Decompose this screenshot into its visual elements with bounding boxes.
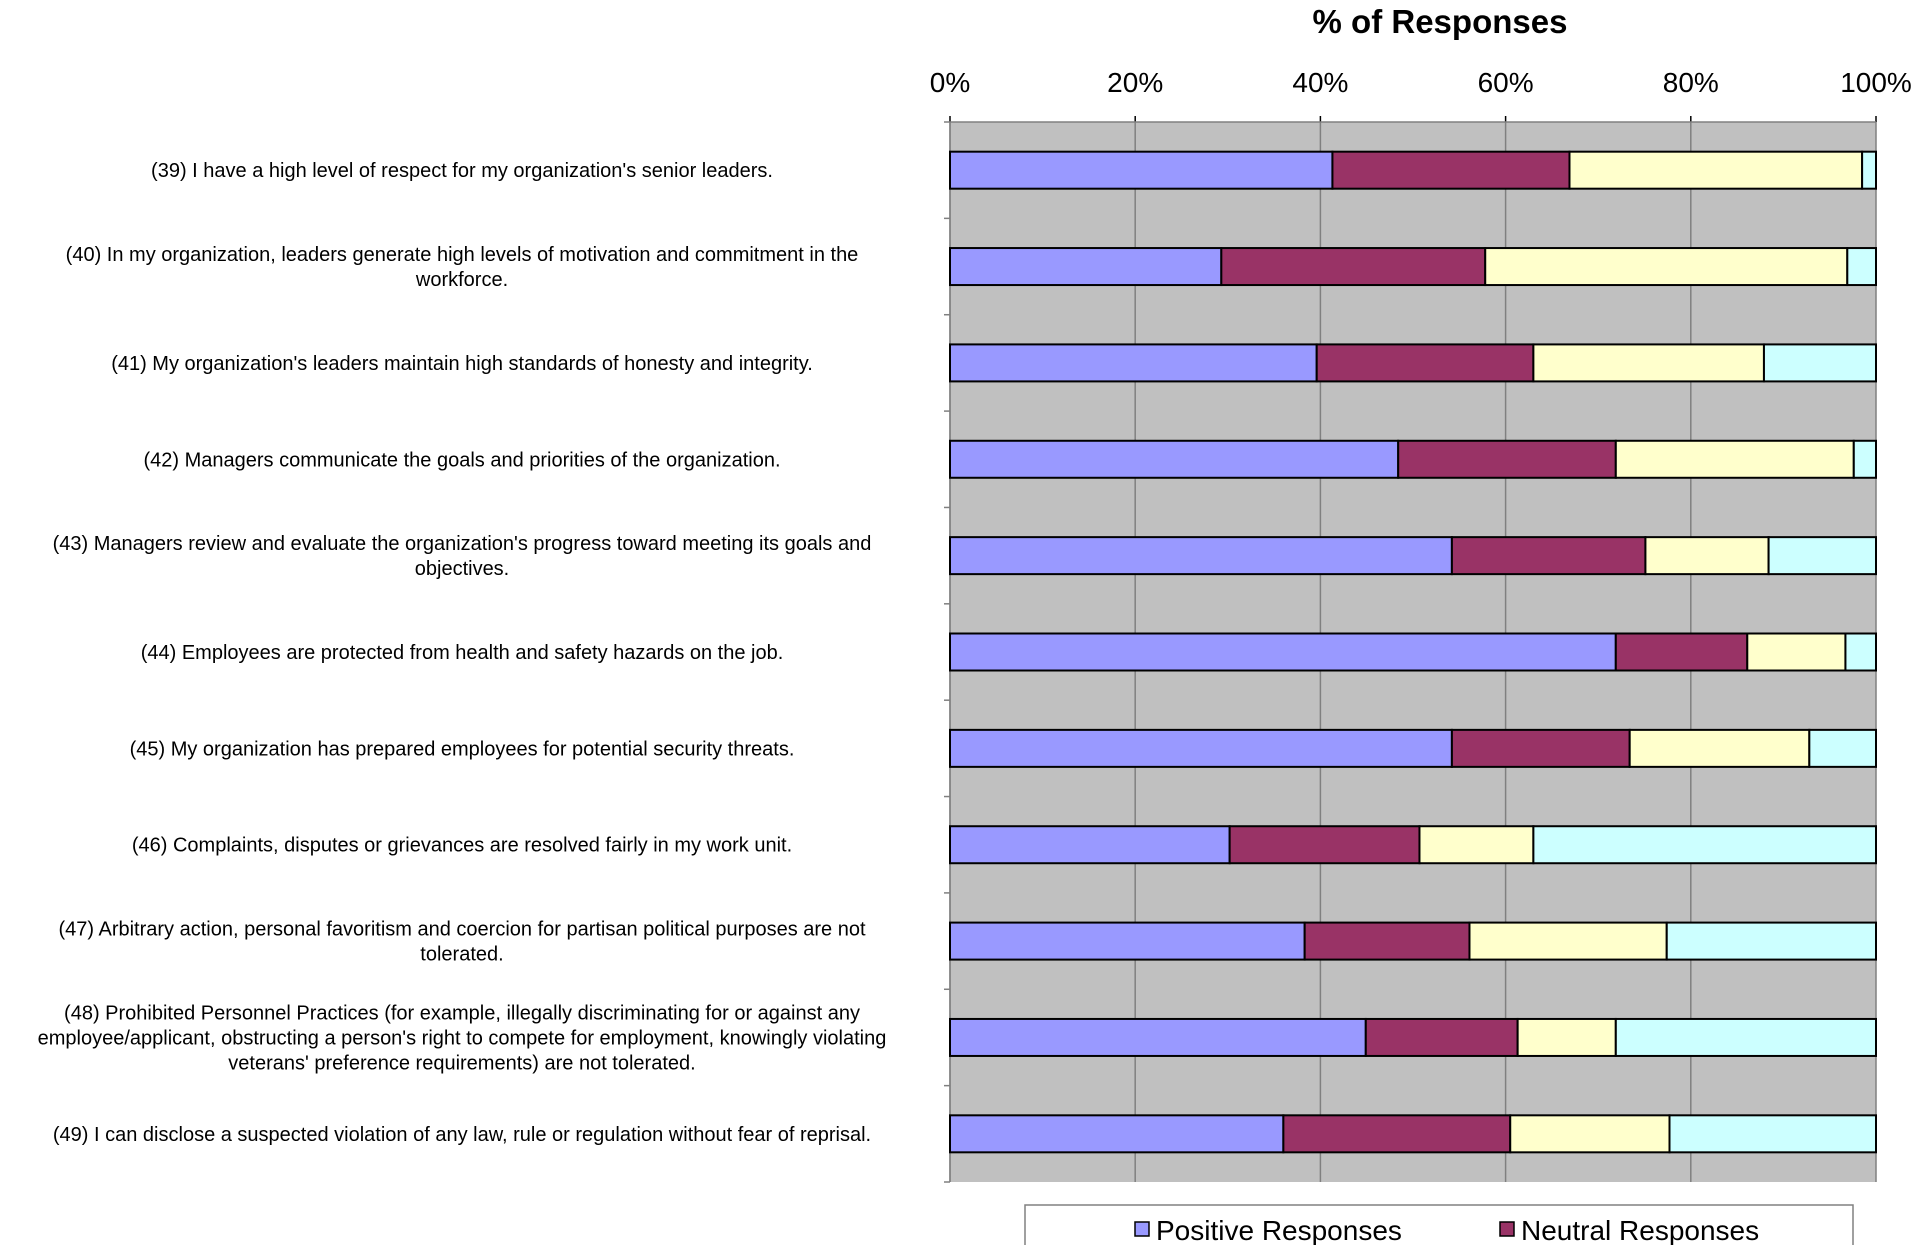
bar-segment [950,1019,1366,1056]
bar-segment [1230,826,1420,863]
chart-title: % of Responses [1313,3,1568,40]
category-label: (40) In my organization, leaders generat… [66,244,859,291]
legend-swatch [1135,1222,1149,1236]
bar-segment [950,1115,1283,1152]
bar-segment [1398,441,1616,478]
legend-label: Positive Responses [1156,1215,1402,1245]
bar-segment [950,441,1398,478]
category-label-line: (45) My organization has prepared employ… [130,738,795,760]
category-label-line: tolerated. [420,944,503,966]
category-label-line: (49) I can disclose a suspected violatio… [53,1124,871,1146]
category-label-line: objectives. [415,558,510,580]
bar-segment [1854,441,1876,478]
bar-segment [1332,152,1569,189]
category-label-line: (48) Prohibited Personnel Practices (for… [64,1002,860,1024]
bar-segment [1645,537,1768,574]
category-label-line: (43) Managers review and evaluate the or… [53,533,872,555]
category-label: (47) Arbitrary action, personal favoriti… [58,919,866,966]
bar-segment [950,923,1305,960]
bar-segment [1533,344,1764,381]
bar-segment [950,344,1317,381]
x-tick-label: 80% [1663,67,1719,98]
bar-segment [1630,730,1810,767]
category-labels: (39) I have a high level of respect for … [38,160,887,1146]
bar-segment [950,537,1452,574]
bar-segment [1670,1115,1876,1152]
category-label-line: (46) Complaints, disputes or grievances … [132,835,792,857]
category-label: (39) I have a high level of respect for … [151,160,773,182]
category-label: (46) Complaints, disputes or grievances … [132,835,792,857]
bar-segment [1769,537,1876,574]
bar-segment [950,730,1452,767]
bar-segment [950,634,1616,671]
x-tick-label: 20% [1107,67,1163,98]
legend-label: Neutral Responses [1521,1215,1759,1245]
legend-swatch [1500,1222,1514,1236]
category-label-line: (47) Arbitrary action, personal favoriti… [58,919,866,941]
legend: Positive Responses Neutral Responses [1025,1205,1853,1245]
bar-segment [950,248,1221,285]
bar-segment [1419,826,1533,863]
bar-segment [1221,248,1485,285]
bar-segment [1569,152,1862,189]
category-label-line: (40) In my organization, leaders generat… [66,244,859,266]
category-label-line: (42) Managers communicate the goals and … [143,449,780,471]
bar-segment [1317,344,1534,381]
category-label: (45) My organization has prepared employ… [130,738,795,760]
category-label: (49) I can disclose a suspected violatio… [53,1124,871,1146]
x-tick-label: 40% [1292,67,1348,98]
category-label-line: veterans' preference requirements) are n… [228,1052,695,1074]
bar-segment [1485,248,1847,285]
bar-segment [1667,923,1876,960]
category-label-line: (39) I have a high level of respect for … [151,160,773,182]
bar-segment [1305,923,1470,960]
category-label: (42) Managers communicate the goals and … [143,449,780,471]
bar-segment [1366,1019,1518,1056]
bar-segment [1616,634,1747,671]
bar-segment [1533,826,1876,863]
bar-segment [1518,1019,1616,1056]
category-label-line: workforce. [415,269,508,291]
x-axis-tick-labels: 0% 20% 40% 60% 80% 100% [930,67,1912,98]
category-label: (44) Employees are protected from health… [141,642,784,664]
bar-segment [1747,634,1845,671]
category-label-line: (41) My organization's leaders maintain … [111,353,813,375]
x-tick-label: 0% [930,67,970,98]
category-label: (48) Prohibited Personnel Practices (for… [38,1002,887,1074]
category-label-line: employee/applicant, obstructing a person… [38,1027,887,1049]
bar-segment [1764,344,1876,381]
bar-segment [950,826,1230,863]
x-tick-label: 60% [1478,67,1534,98]
bar-segment [1845,634,1876,671]
bar-segment [1616,441,1854,478]
bar-segment [1452,730,1630,767]
bar-segment [1847,248,1876,285]
bar-segment [1616,1019,1876,1056]
bar-segment [950,152,1332,189]
category-label-line: (44) Employees are protected from health… [141,642,784,664]
category-label: (43) Managers review and evaluate the or… [53,533,872,580]
category-label: (41) My organization's leaders maintain … [111,353,813,375]
bar-segment [1283,1115,1510,1152]
bar-segment [1510,1115,1669,1152]
bar-segment [1469,923,1666,960]
x-tick-label: 100% [1840,67,1912,98]
bar-segment [1452,537,1646,574]
bar-segment [1809,730,1876,767]
bar-segment [1862,152,1876,189]
